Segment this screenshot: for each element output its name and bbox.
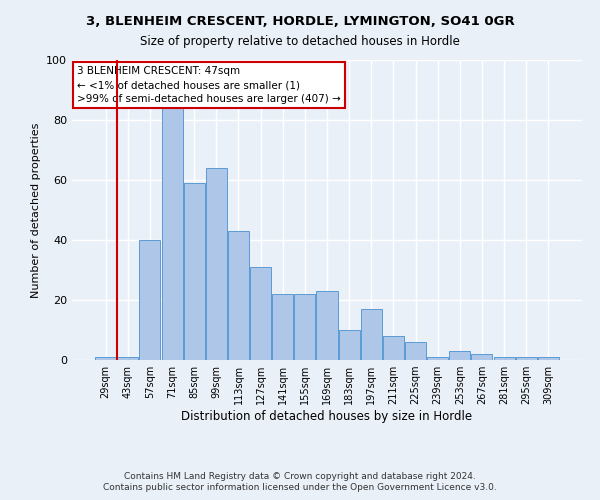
Bar [449,351,470,360]
Bar [272,294,293,360]
Bar [118,357,139,360]
Bar [295,294,316,360]
Bar [383,336,404,360]
Bar [228,231,249,360]
Text: 3 BLENHEIM CRESCENT: 47sqm
← <1% of detached houses are smaller (1)
>99% of semi: 3 BLENHEIM CRESCENT: 47sqm ← <1% of deta… [77,66,341,104]
Bar [538,357,559,360]
Text: Contains HM Land Registry data © Crown copyright and database right 2024.
Contai: Contains HM Land Registry data © Crown c… [103,472,497,492]
Y-axis label: Number of detached properties: Number of detached properties [31,122,41,298]
Bar [161,108,182,360]
Bar [95,357,116,360]
Bar [472,354,493,360]
Bar [184,183,205,360]
Bar [338,330,359,360]
Bar [206,168,227,360]
Bar [515,357,536,360]
Text: 3, BLENHEIM CRESCENT, HORDLE, LYMINGTON, SO41 0GR: 3, BLENHEIM CRESCENT, HORDLE, LYMINGTON,… [86,15,514,28]
Bar [494,357,515,360]
Bar [427,357,448,360]
Bar [361,309,382,360]
Text: Size of property relative to detached houses in Hordle: Size of property relative to detached ho… [140,35,460,48]
Bar [250,267,271,360]
Bar [405,342,426,360]
Bar [139,240,160,360]
X-axis label: Distribution of detached houses by size in Hordle: Distribution of detached houses by size … [181,410,473,423]
Bar [316,291,338,360]
